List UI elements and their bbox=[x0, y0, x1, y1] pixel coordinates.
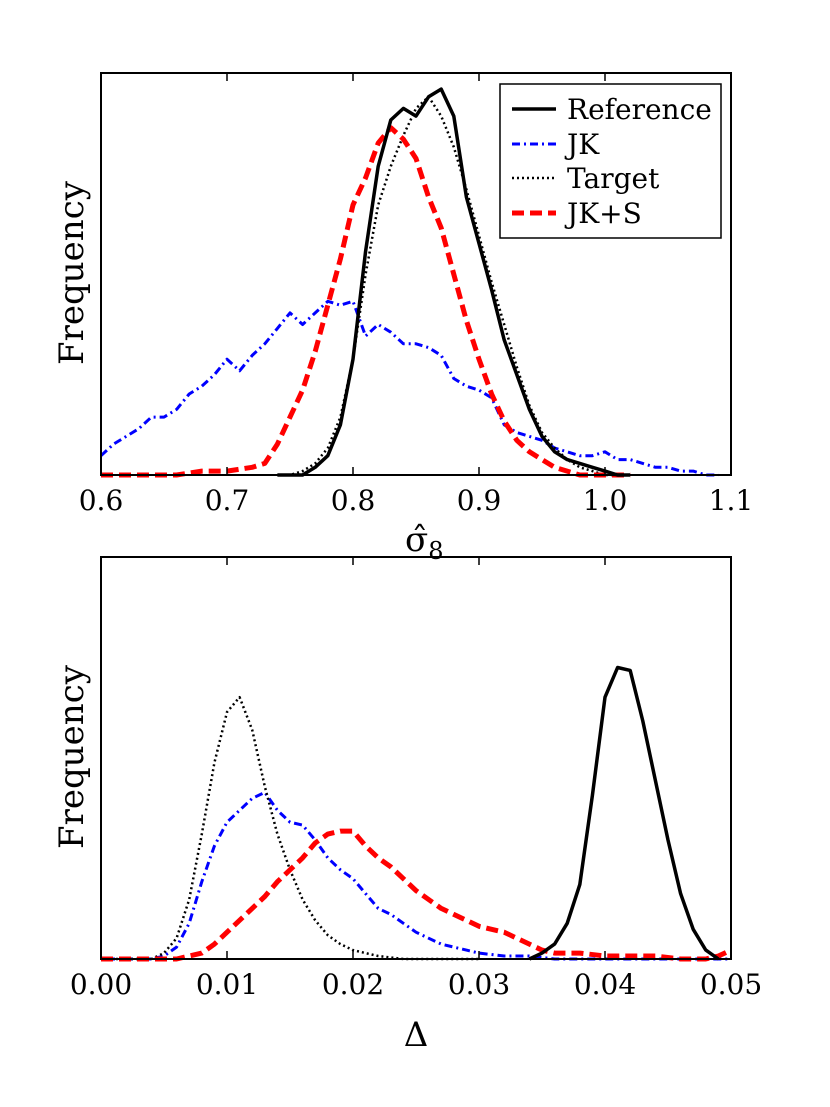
bottom-x-tick-label: 0.01 bbox=[196, 968, 258, 1001]
top-x-tick-label: 0.8 bbox=[331, 484, 376, 517]
top-x-tick-label: 1.0 bbox=[583, 484, 628, 517]
bottom-series-jk-s bbox=[101, 828, 733, 962]
bottom-panel: 0.00 0.01 0.02 0.03 0.04 0.05 Frequency Δ bbox=[52, 556, 762, 1055]
bottom-x-tick-label: 0.05 bbox=[700, 968, 762, 1001]
bottom-plot-area bbox=[101, 665, 733, 962]
bottom-y-axis-label: Frequency bbox=[52, 664, 92, 849]
top-plot-frame bbox=[100, 72, 732, 476]
legend-label-reference: Reference bbox=[567, 93, 712, 126]
bottom-series-reference bbox=[528, 665, 720, 961]
legend: Reference JK Target JK+S bbox=[499, 83, 722, 239]
top-series-reference bbox=[277, 87, 631, 477]
top-x-axis-label: σ̂8 bbox=[405, 520, 444, 565]
top-x-tick-label: 0.7 bbox=[205, 484, 250, 517]
bottom-x-tick-label: 0.02 bbox=[322, 968, 384, 1001]
top-y-axis-label: Frequency bbox=[52, 180, 92, 365]
top-series-target bbox=[277, 95, 618, 477]
top-x-axis-label-main: σ̂ bbox=[405, 520, 428, 560]
top-plot-area bbox=[99, 87, 719, 478]
top-series-jk-s bbox=[101, 125, 631, 478]
top-x-tick-label: 0.6 bbox=[79, 484, 124, 517]
top-x-tick-label: 0.9 bbox=[457, 484, 502, 517]
bottom-x-tick-label: 0.03 bbox=[448, 968, 510, 1001]
bottom-x-axis-ticks: 0.00 0.01 0.02 0.03 0.04 0.05 bbox=[70, 557, 762, 1001]
legend-label-target: Target bbox=[567, 162, 660, 195]
bottom-x-tick-label: 0.04 bbox=[574, 968, 636, 1001]
legend-label-jk: JK bbox=[564, 128, 600, 161]
top-panel: 0.6 0.7 0.8 0.9 1.0 1.1 Frequency σ̂8 Referen… bbox=[52, 72, 754, 565]
bottom-plot-frame bbox=[100, 556, 732, 960]
top-x-axis-label-subscript: 8 bbox=[428, 537, 443, 565]
bottom-series-jk bbox=[101, 790, 731, 961]
bottom-series-target bbox=[101, 695, 479, 961]
top-x-axis-ticks: 0.6 0.7 0.8 0.9 1.0 1.1 bbox=[79, 73, 754, 517]
top-series-jk bbox=[99, 299, 719, 477]
bottom-x-tick-label: 0.00 bbox=[70, 968, 132, 1001]
bottom-x-axis-label: Δ bbox=[404, 1015, 429, 1055]
legend-label-jk-s: JK+S bbox=[564, 197, 642, 230]
top-x-tick-label: 1.1 bbox=[709, 484, 754, 517]
